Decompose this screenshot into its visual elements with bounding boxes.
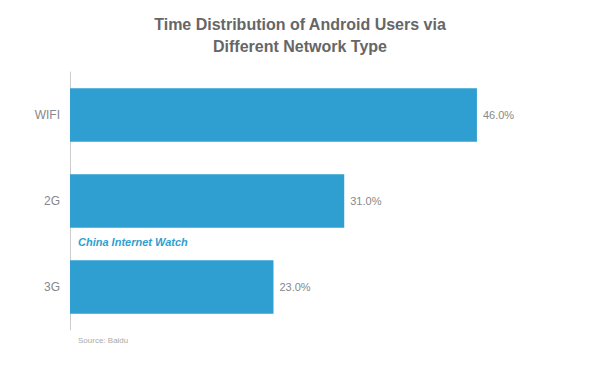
svg-text:Source: Baidu: Source: Baidu	[78, 336, 128, 345]
svg-text:46.0%: 46.0%	[483, 109, 514, 121]
svg-text:WIFI: WIFI	[35, 108, 60, 122]
svg-text:China Internet Watch: China Internet Watch	[78, 236, 188, 248]
svg-text:Time Distribution of Android U: Time Distribution of Android Users via	[154, 16, 446, 33]
svg-text:31.0%: 31.0%	[350, 195, 381, 207]
svg-text:2G: 2G	[44, 194, 60, 208]
svg-text:3G: 3G	[44, 280, 60, 294]
svg-text:Different Network Type: Different Network Type	[213, 38, 387, 55]
svg-text:23.0%: 23.0%	[279, 281, 310, 293]
